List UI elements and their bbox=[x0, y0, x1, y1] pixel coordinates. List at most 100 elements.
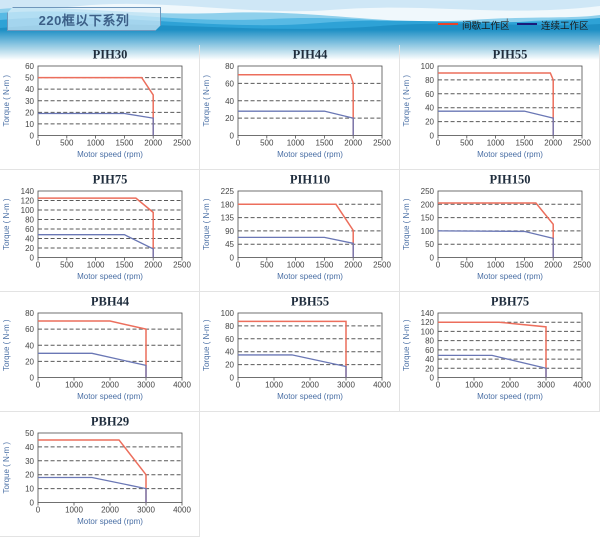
svg-text:1500: 1500 bbox=[316, 260, 334, 269]
svg-text:Torque ( N-m ): Torque ( N-m ) bbox=[202, 319, 211, 371]
svg-text:4000: 4000 bbox=[373, 380, 391, 389]
svg-text:2500: 2500 bbox=[173, 260, 191, 269]
svg-text:80: 80 bbox=[425, 76, 434, 85]
svg-text:1500: 1500 bbox=[316, 138, 334, 147]
svg-text:1000: 1000 bbox=[265, 380, 283, 389]
svg-text:Motor speed (rpm): Motor speed (rpm) bbox=[77, 272, 143, 281]
svg-text:PIH110: PIH110 bbox=[290, 172, 330, 186]
svg-text:Motor speed (rpm): Motor speed (rpm) bbox=[77, 517, 143, 526]
svg-text:Torque ( N-m ): Torque ( N-m ) bbox=[2, 319, 11, 371]
svg-text:90: 90 bbox=[225, 227, 234, 236]
svg-text:4000: 4000 bbox=[573, 380, 591, 389]
svg-text:0: 0 bbox=[430, 254, 435, 263]
svg-text:30: 30 bbox=[25, 457, 34, 466]
svg-text:60: 60 bbox=[25, 325, 34, 334]
svg-text:2000: 2000 bbox=[301, 380, 319, 389]
svg-text:4000: 4000 bbox=[173, 505, 191, 514]
svg-text:1500: 1500 bbox=[116, 260, 134, 269]
svg-text:140: 140 bbox=[421, 309, 435, 318]
svg-text:50: 50 bbox=[25, 429, 34, 438]
svg-text:1500: 1500 bbox=[116, 138, 134, 147]
svg-text:2500: 2500 bbox=[573, 260, 591, 269]
svg-text:2500: 2500 bbox=[573, 138, 591, 147]
svg-text:Motor speed (rpm): Motor speed (rpm) bbox=[77, 392, 143, 401]
svg-text:0: 0 bbox=[236, 260, 241, 269]
svg-text:2000: 2000 bbox=[501, 380, 519, 389]
svg-text:Motor speed (rpm): Motor speed (rpm) bbox=[477, 150, 543, 159]
svg-text:10: 10 bbox=[25, 120, 34, 129]
svg-text:40: 40 bbox=[425, 355, 434, 364]
svg-text:100: 100 bbox=[21, 206, 35, 215]
svg-text:1000: 1000 bbox=[87, 260, 105, 269]
svg-text:40: 40 bbox=[225, 97, 234, 106]
svg-text:1000: 1000 bbox=[487, 138, 505, 147]
svg-text:1000: 1000 bbox=[465, 380, 483, 389]
svg-text:0: 0 bbox=[236, 138, 241, 147]
svg-text:PIH44: PIH44 bbox=[293, 47, 328, 61]
svg-text:PIH75: PIH75 bbox=[93, 172, 128, 186]
svg-text:Torque ( N-m ): Torque ( N-m ) bbox=[202, 198, 211, 250]
svg-text:Torque ( N-m ): Torque ( N-m ) bbox=[402, 75, 411, 127]
svg-text:2000: 2000 bbox=[344, 260, 362, 269]
svg-text:20: 20 bbox=[25, 357, 34, 366]
svg-text:60: 60 bbox=[425, 90, 434, 99]
svg-text:Torque ( N-m ): Torque ( N-m ) bbox=[2, 442, 11, 494]
svg-text:80: 80 bbox=[425, 337, 434, 346]
svg-text:0: 0 bbox=[436, 260, 441, 269]
svg-text:3000: 3000 bbox=[337, 380, 355, 389]
svg-text:1000: 1000 bbox=[87, 138, 105, 147]
svg-text:2000: 2000 bbox=[344, 138, 362, 147]
svg-text:50: 50 bbox=[25, 74, 34, 83]
svg-text:0: 0 bbox=[430, 374, 435, 383]
svg-text:1500: 1500 bbox=[516, 260, 534, 269]
svg-text:60: 60 bbox=[225, 79, 234, 88]
svg-text:80: 80 bbox=[25, 216, 34, 225]
svg-text:Torque ( N-m ): Torque ( N-m ) bbox=[202, 75, 211, 127]
svg-text:0: 0 bbox=[430, 132, 435, 141]
svg-text:PBH55: PBH55 bbox=[291, 294, 329, 308]
svg-text:2000: 2000 bbox=[144, 260, 162, 269]
svg-text:3000: 3000 bbox=[537, 380, 555, 389]
svg-text:150: 150 bbox=[421, 214, 435, 223]
svg-text:20: 20 bbox=[425, 118, 434, 127]
svg-text:Motor speed (rpm): Motor speed (rpm) bbox=[477, 392, 543, 401]
svg-text:0: 0 bbox=[30, 132, 35, 141]
svg-text:120: 120 bbox=[421, 318, 435, 327]
svg-text:500: 500 bbox=[260, 138, 274, 147]
svg-text:Motor speed (rpm): Motor speed (rpm) bbox=[477, 272, 543, 281]
svg-text:250: 250 bbox=[421, 187, 435, 196]
svg-text:80: 80 bbox=[225, 62, 234, 71]
svg-text:0: 0 bbox=[30, 499, 35, 508]
svg-text:3000: 3000 bbox=[137, 505, 155, 514]
svg-text:Motor speed (rpm): Motor speed (rpm) bbox=[277, 150, 343, 159]
svg-text:0: 0 bbox=[30, 254, 35, 263]
svg-text:60: 60 bbox=[25, 225, 34, 234]
svg-text:200: 200 bbox=[421, 200, 435, 209]
svg-text:180: 180 bbox=[221, 200, 235, 209]
svg-text:0: 0 bbox=[36, 380, 41, 389]
svg-text:0: 0 bbox=[436, 138, 441, 147]
svg-text:Torque ( N-m ): Torque ( N-m ) bbox=[402, 319, 411, 371]
svg-text:500: 500 bbox=[460, 138, 474, 147]
svg-text:60: 60 bbox=[25, 62, 34, 71]
svg-text:Motor speed (rpm): Motor speed (rpm) bbox=[277, 392, 343, 401]
svg-text:1000: 1000 bbox=[287, 138, 305, 147]
svg-text:500: 500 bbox=[260, 260, 274, 269]
svg-text:80: 80 bbox=[25, 309, 34, 318]
svg-text:100: 100 bbox=[221, 309, 235, 318]
svg-text:PBH75: PBH75 bbox=[491, 294, 529, 308]
svg-text:0: 0 bbox=[30, 374, 35, 383]
svg-text:Torque ( N-m ): Torque ( N-m ) bbox=[2, 75, 11, 127]
svg-text:PIH55: PIH55 bbox=[493, 47, 528, 61]
svg-text:2000: 2000 bbox=[544, 138, 562, 147]
svg-text:2500: 2500 bbox=[373, 260, 391, 269]
svg-text:2000: 2000 bbox=[544, 260, 562, 269]
svg-text:500: 500 bbox=[460, 260, 474, 269]
svg-text:0: 0 bbox=[36, 260, 41, 269]
svg-text:1000: 1000 bbox=[65, 505, 83, 514]
svg-text:4000: 4000 bbox=[173, 380, 191, 389]
svg-text:500: 500 bbox=[60, 138, 74, 147]
svg-text:80: 80 bbox=[225, 322, 234, 331]
svg-text:225: 225 bbox=[221, 187, 235, 196]
svg-text:PBH44: PBH44 bbox=[91, 294, 130, 308]
